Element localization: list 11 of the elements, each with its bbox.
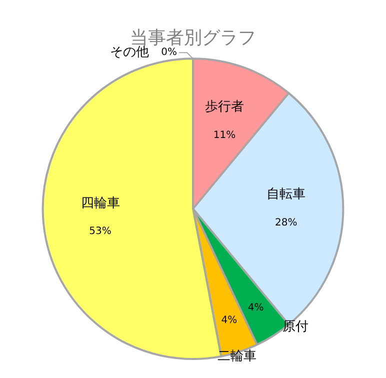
slice-label: 歩行者 [205,100,244,115]
data-label: 28% [275,217,298,228]
data-label: 4% [248,302,264,314]
slice-label: 四輪車 [80,196,120,211]
data-label: 4% [221,314,238,326]
data-label: 53% [89,226,112,238]
text: 0% [161,47,177,58]
slice-label: 原付 [282,320,308,335]
slice-label: 二輪車 [218,348,257,364]
slice-label: 自転車 [266,187,306,202]
data-label: 11% [213,130,236,141]
